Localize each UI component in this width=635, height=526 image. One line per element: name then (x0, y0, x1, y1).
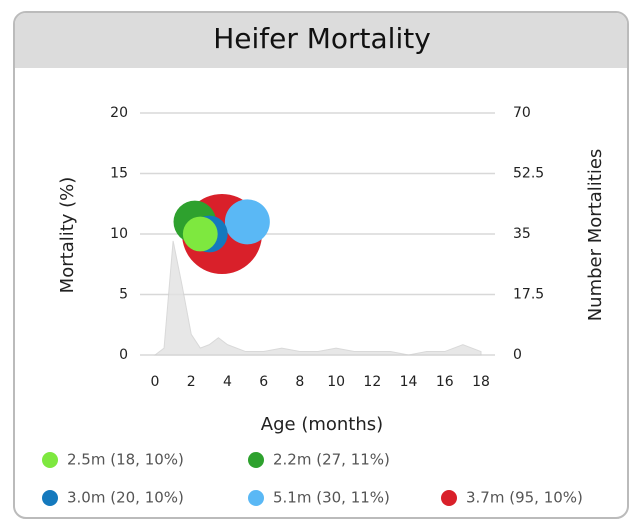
x-tick-label: 8 (295, 374, 304, 390)
legend-swatch (248, 452, 264, 468)
legend-label: 2.2m (27, 11%) (273, 451, 390, 469)
card (13, 11, 629, 519)
y-axis-label: Mortality (%) (57, 177, 78, 294)
y-tick-label: 5 (119, 287, 128, 303)
y2-tick-label: 17.5 (513, 287, 544, 303)
y2-tick-label: 52.5 (513, 166, 544, 182)
y-tick-label: 10 (110, 226, 128, 242)
x-tick-label: 16 (436, 374, 454, 390)
x-tick-label: 12 (363, 374, 381, 390)
legend-swatch (42, 452, 58, 468)
legend-label: 3.0m (20, 10%) (67, 489, 184, 507)
x-tick-label: 6 (259, 374, 268, 390)
legend-swatch (441, 490, 457, 506)
x-axis-label: Age (months) (261, 414, 383, 435)
y-tick-label: 15 (110, 166, 128, 182)
y2-tick-label: 70 (513, 105, 531, 121)
y2-tick-label: 0 (513, 347, 522, 363)
x-tick-label: 10 (327, 374, 345, 390)
legend-label: 5.1m (30, 11%) (273, 489, 390, 507)
legend-label: 2.5m (18, 10%) (67, 451, 184, 469)
y-tick-label: 20 (110, 105, 128, 121)
x-tick-label: 2 (187, 374, 196, 390)
y-tick-label: 0 (119, 347, 128, 363)
x-tick-label: 0 (151, 374, 160, 390)
x-tick-label: 4 (223, 374, 232, 390)
bubble (224, 199, 270, 245)
chart-title: Heifer Mortality (213, 22, 431, 55)
legend-label: 3.7m (95, 10%) (466, 489, 583, 507)
y2-tick-label: 35 (513, 226, 531, 242)
bubble (182, 216, 218, 252)
header (15, 13, 627, 68)
x-tick-label: 18 (472, 374, 490, 390)
x-tick-label: 14 (400, 374, 418, 390)
legend-swatch (42, 490, 58, 506)
y2-axis-label: Number Mortalities (585, 149, 606, 322)
legend-swatch (248, 490, 264, 506)
area (153, 240, 482, 356)
